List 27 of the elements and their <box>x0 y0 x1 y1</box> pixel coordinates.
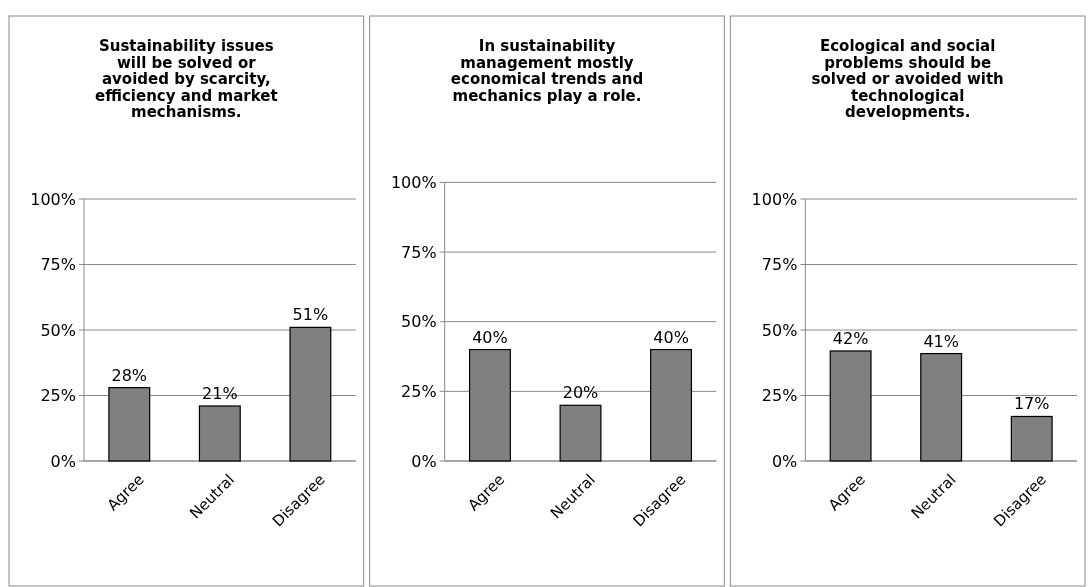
y-tick-label: 50% <box>40 320 76 340</box>
y-tick-label: 25% <box>401 381 437 401</box>
y-tick-label: 25% <box>40 386 76 406</box>
y-tick-label: 0% <box>411 451 437 471</box>
y-tick-label: 100% <box>30 189 76 209</box>
data-label: 17% <box>1013 394 1050 414</box>
data-label: 20% <box>562 383 599 403</box>
chart-title: Sustainability issues will be solved or avoided by scarcity, efficiency and market mechanisms. <box>95 37 278 122</box>
data-label: 40% <box>653 327 689 347</box>
y-tick-label: 25% <box>761 386 798 406</box>
data-label: 40% <box>472 327 508 347</box>
y-tick-label: 100% <box>390 173 437 192</box>
y-tick-label: 75% <box>401 242 437 262</box>
chart-title: In sustainability management mostly economical trends and mechanics play a role. <box>450 37 644 105</box>
y-tick-label: 0% <box>771 451 798 471</box>
y-tick-label: 50% <box>401 312 437 332</box>
data-label: 28% <box>111 365 148 385</box>
y-tick-label: 100% <box>751 189 798 209</box>
chart-title: Ecological and social problems should be solved or avoided with technological developments. <box>811 37 1004 122</box>
data-label: 41% <box>923 331 959 351</box>
data-label: 51% <box>292 305 329 325</box>
y-tick-label: 75% <box>40 255 76 275</box>
data-label: 42% <box>832 328 869 348</box>
y-tick-label: 75% <box>761 255 798 275</box>
data-label: 21% <box>202 383 238 403</box>
y-tick-label: 50% <box>761 320 798 340</box>
y-tick-label: 0% <box>50 451 76 471</box>
